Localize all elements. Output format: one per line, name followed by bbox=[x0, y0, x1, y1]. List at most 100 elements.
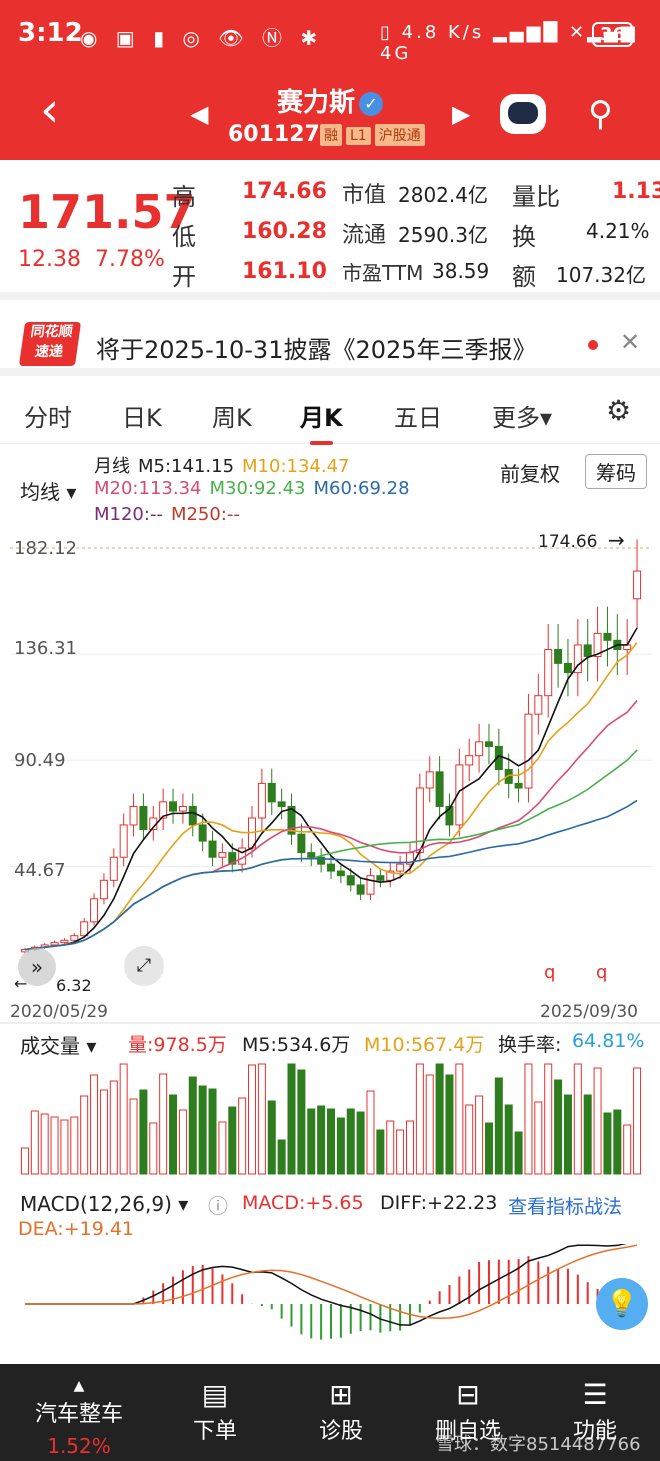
marker-icon-2[interactable]: q bbox=[596, 962, 608, 983]
float-label: 流通 bbox=[342, 223, 387, 248]
stock-tags: 融 L1 沪股通 bbox=[320, 124, 429, 146]
ma250-value: M250:-- bbox=[170, 504, 240, 525]
candle-body bbox=[514, 782, 523, 789]
volume-bar bbox=[30, 1110, 39, 1175]
tab-weekly[interactable]: 周K bbox=[212, 404, 252, 432]
mcap-label: 市值 bbox=[342, 183, 387, 208]
ma10-value: M10:134.47 bbox=[242, 456, 350, 477]
candle-body bbox=[386, 870, 395, 881]
volume-bar bbox=[109, 1080, 118, 1175]
volume-bar bbox=[563, 1094, 572, 1175]
candle-body bbox=[129, 805, 138, 826]
turnover-value: 64.81% bbox=[572, 1030, 645, 1052]
ma20-line bbox=[24, 700, 638, 951]
mcap-value: 2802.4亿 bbox=[398, 183, 488, 207]
status-app-icons: ◉ ▣ ▮ ◎ 👁 Ⓝ ✱ bbox=[80, 26, 324, 50]
ma60-line bbox=[24, 799, 638, 951]
tab-daily[interactable]: 日K bbox=[122, 404, 162, 432]
marker-icon-1[interactable]: q bbox=[544, 962, 556, 983]
macd-chart[interactable] bbox=[10, 1244, 652, 1344]
assistant-robot-icon[interactable] bbox=[500, 94, 546, 134]
volume-bar bbox=[119, 1063, 128, 1175]
volume-bar bbox=[248, 1064, 257, 1175]
ma120-value: M120:-- bbox=[94, 504, 163, 525]
amt-value: 107.32亿 bbox=[556, 263, 646, 287]
close-icon[interactable]: ✕ bbox=[620, 328, 641, 356]
settings-icon[interactable]: ⚙ bbox=[606, 394, 632, 427]
pe-label: 市盈TTM bbox=[342, 261, 424, 285]
macd-selector[interactable]: MACD(12,26,9) ▾ bbox=[20, 1192, 189, 1216]
macd-link[interactable]: 查看指标战法 bbox=[508, 1196, 623, 1218]
volume-bar bbox=[149, 1122, 158, 1175]
period-tabs: 分时 日K 周K 月K 五日 更多▾ ⚙ bbox=[0, 384, 660, 445]
function-button[interactable]: ☰ 功能 bbox=[572, 1378, 617, 1444]
current-price: 171.57 bbox=[18, 185, 196, 239]
indicator-selector[interactable]: 均线 ▾ bbox=[20, 480, 77, 504]
volume-bar bbox=[534, 1101, 543, 1175]
ma-legend-row1: 月线 M5:141.15 M10:134.47 bbox=[94, 452, 358, 478]
diff-value: DIFF:+22.23 bbox=[380, 1192, 498, 1214]
kline-chart[interactable] bbox=[10, 528, 652, 998]
volume-bar bbox=[228, 1106, 237, 1175]
y-tick-2: 136.31 bbox=[14, 638, 77, 659]
candle-body bbox=[178, 805, 187, 812]
volume-chart[interactable] bbox=[10, 1056, 652, 1176]
lightbulb-icon[interactable]: 💡 bbox=[596, 1278, 648, 1330]
candle-body bbox=[455, 764, 464, 826]
volume-bar bbox=[613, 1109, 622, 1175]
volume-bar bbox=[60, 1119, 69, 1175]
volume-bar bbox=[129, 1098, 138, 1175]
candle-body bbox=[169, 801, 178, 812]
turn-value: 4.21% bbox=[586, 219, 650, 243]
tab-monthly[interactable]: 月K bbox=[300, 398, 343, 445]
tab-intraday[interactable]: 分时 bbox=[24, 404, 72, 432]
search-icon[interactable]: ⚲ bbox=[588, 94, 613, 134]
tab-five-day[interactable]: 五日 bbox=[394, 404, 442, 432]
next-stock-icon[interactable]: ▶ bbox=[452, 100, 471, 128]
volume-bar bbox=[524, 1063, 533, 1175]
y-tick-4: 44.67 bbox=[14, 860, 66, 881]
candle-body bbox=[208, 840, 217, 858]
candle-body bbox=[198, 824, 207, 842]
tag-level: L1 bbox=[346, 127, 371, 145]
ma-legend-row3: M120:-- M250:-- bbox=[94, 504, 248, 525]
help-icon[interactable]: ⓘ bbox=[208, 1194, 228, 1218]
volume-bar bbox=[208, 1088, 217, 1175]
candle-body bbox=[159, 801, 168, 819]
macd-value: MACD:+5.65 bbox=[242, 1192, 364, 1214]
remove-watchlist-button[interactable]: ⊟ 删自选 bbox=[434, 1378, 501, 1444]
divider bbox=[0, 1022, 660, 1024]
volume-bar bbox=[484, 1122, 493, 1175]
candle-body bbox=[119, 824, 128, 858]
volume-bar bbox=[257, 1063, 266, 1175]
turnover-label: 换手率: bbox=[498, 1034, 562, 1056]
tab-more[interactable]: 更多▾ bbox=[492, 404, 553, 432]
back-icon[interactable]: ‹ bbox=[40, 82, 60, 138]
chips-button[interactable]: 筹码 bbox=[585, 454, 647, 489]
candle-body bbox=[544, 649, 553, 697]
y-tick-3: 90.49 bbox=[14, 750, 66, 771]
volume-bar bbox=[267, 1100, 276, 1175]
volume-bar bbox=[376, 1129, 385, 1175]
sector-button[interactable]: ▲ 汽车整车 1.52% bbox=[34, 1378, 123, 1458]
float-value: 2590.3亿 bbox=[398, 223, 488, 247]
candle-body bbox=[287, 805, 296, 835]
adjust-toggle[interactable]: 前复权 bbox=[500, 462, 560, 486]
volume-bar bbox=[425, 1074, 434, 1175]
volume-bar bbox=[475, 1095, 484, 1175]
low-label: 低 bbox=[172, 223, 196, 251]
prev-stock-icon[interactable]: ◀ bbox=[190, 100, 209, 128]
scroll-left-icon[interactable]: » bbox=[18, 948, 56, 986]
volume-bar bbox=[277, 1139, 286, 1175]
stock-header: ‹ 赛力斯 ✓ ◀ ▶ 601127 融 L1 沪股通 ⚲ bbox=[0, 72, 660, 160]
volume-bar bbox=[514, 1131, 523, 1175]
candle-body bbox=[90, 898, 99, 923]
diagnose-button[interactable]: ⊞ 诊股 bbox=[318, 1378, 363, 1444]
high-value: 174.66 bbox=[242, 179, 327, 204]
vr-value: 1.13 bbox=[612, 179, 660, 204]
notice-bar[interactable]: 同花顺 速递 将于2025-10-31披露《2025年三季报》 ✕ bbox=[0, 292, 660, 376]
volume-selector[interactable]: 成交量 ▾ bbox=[20, 1034, 97, 1058]
volume-bar bbox=[50, 1116, 59, 1175]
order-button[interactable]: ▤ 下单 bbox=[192, 1378, 237, 1444]
fullscreen-icon[interactable]: ⤢ bbox=[124, 946, 164, 986]
